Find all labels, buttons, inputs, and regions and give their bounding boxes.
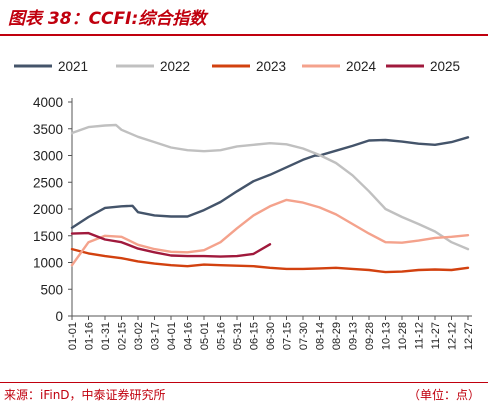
x-tick-label: 10-28 bbox=[397, 322, 409, 350]
y-tick-label: 3500 bbox=[33, 122, 63, 137]
x-tick-label: 06-15 bbox=[249, 322, 261, 350]
x-tick-label: 12-12 bbox=[447, 322, 459, 350]
x-tick-label: 05-01 bbox=[199, 322, 211, 350]
y-tick-label: 3000 bbox=[33, 149, 63, 164]
x-tick-label: 02-15 bbox=[117, 322, 129, 350]
y-tick-label: 500 bbox=[40, 282, 63, 297]
x-tick-label: 01-01 bbox=[67, 322, 79, 350]
x-tick-label: 12-27 bbox=[463, 322, 475, 350]
x-tick-label: 09-13 bbox=[348, 322, 360, 350]
footer: 来源：iFinD，中泰证券研究所 （单位：点） bbox=[0, 382, 488, 405]
unit-note: （单位：点） bbox=[407, 388, 480, 402]
title-divider bbox=[0, 34, 488, 36]
x-tick-label: 06-30 bbox=[265, 322, 277, 350]
legend-label-2022: 2022 bbox=[160, 59, 190, 74]
series-line-2022 bbox=[70, 123, 470, 251]
y-tick-label: 2000 bbox=[33, 202, 63, 217]
y-axis: 0 500 1000 1500 2000 2500 3000 3500 4000 bbox=[33, 95, 73, 324]
y-tick-label: 4000 bbox=[33, 95, 63, 110]
y-tick-label: 2500 bbox=[33, 175, 63, 190]
legend-label-2023: 2023 bbox=[256, 59, 286, 74]
x-tick-label: 09-28 bbox=[364, 322, 376, 350]
series-line-2024 bbox=[70, 198, 470, 267]
series-line-2023 bbox=[70, 247, 470, 274]
legend-label-2024: 2024 bbox=[346, 59, 377, 74]
x-tick-label: 01-31 bbox=[100, 322, 112, 350]
y-tick-label: 1500 bbox=[33, 229, 63, 244]
x-tick-label: 04-01 bbox=[166, 322, 178, 350]
source-note: 来源：iFinD，中泰证券研究所 bbox=[4, 388, 166, 402]
x-tick-label: 08-14 bbox=[315, 322, 327, 350]
x-tick-label: 05-31 bbox=[232, 322, 244, 350]
y-tick-label: 1000 bbox=[33, 256, 63, 271]
y-tick-label: 0 bbox=[55, 309, 63, 324]
series-line-2025 bbox=[70, 231, 272, 258]
plot-area bbox=[70, 123, 470, 274]
legend-label-2025: 2025 bbox=[430, 59, 460, 74]
x-tick-label: 07-15 bbox=[282, 322, 294, 350]
x-tick-label: 05-16 bbox=[216, 322, 228, 350]
ccfi-line-chart: 2021 2022 2023 2024 2025 0 500 1000 1500 2000 250… bbox=[14, 59, 475, 350]
x-tick-label: 03-02 bbox=[133, 322, 145, 350]
x-tick-label: 11-27 bbox=[430, 322, 442, 349]
x-tick-label: 04-16 bbox=[183, 322, 195, 350]
x-tick-label: 07-30 bbox=[298, 322, 310, 350]
x-tick-label: 03-17 bbox=[150, 322, 162, 350]
x-axis: 01-01 01-16 01-31 02-15 03-02 03-17 04-01 04-16… bbox=[67, 315, 475, 350]
legend-label-2021: 2021 bbox=[58, 59, 88, 74]
x-tick-label: 10-13 bbox=[381, 322, 393, 350]
x-tick-label: 01-16 bbox=[84, 322, 96, 350]
chart-title: 图表 38：CCFI:综合指数 bbox=[8, 9, 207, 29]
x-tick-label: 11-12 bbox=[414, 322, 426, 349]
chart-legend: 2021 2022 2023 2024 2025 bbox=[14, 59, 460, 74]
x-tick-label: 08-29 bbox=[331, 322, 343, 350]
series-line-2021 bbox=[70, 136, 470, 229]
